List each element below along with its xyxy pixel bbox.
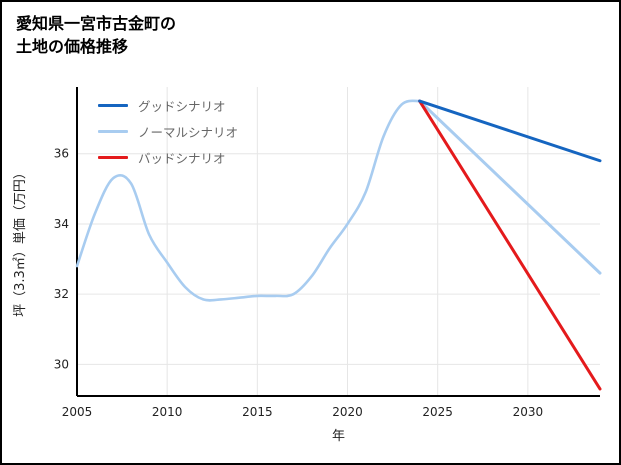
x-axis-label: 年 [332,429,345,444]
x-tick-label: 2010 [152,405,183,419]
bad-scenario-line [418,99,602,391]
y-tick-label: 34 [54,217,69,231]
legend-item-normal-scenario: ノーマルシナリオ [98,118,238,144]
chart-title-line-2: 土地の価格推移 [16,37,129,57]
historical-price-line [75,99,421,302]
y-axis-label: 坪（3.3㎡）単価（万円） [12,166,28,317]
legend-item-good-scenario: グッドシナリオ [98,92,238,118]
legend-item-bad-scenario: バッドシナリオ [98,144,238,170]
bad-scenario-line-swatch [98,155,128,159]
y-tick-label: 32 [54,287,69,301]
legend-label-bad-scenario: バッドシナリオ [138,150,226,166]
legend-label-good-scenario: グッドシナリオ [138,98,226,114]
good-scenario-line [418,99,602,163]
x-tick-label: 2025 [422,405,453,419]
normal-scenario-line [418,99,602,275]
x-tick-label: 2015 [242,405,273,419]
normal-scenario-line-swatch [98,129,128,133]
legend-label-normal-scenario: ノーマルシナリオ [138,124,239,140]
y-tick-label: 30 [54,357,69,371]
chart-title: 愛知県一宮市古金町の 土地の価格推移 [16,12,176,58]
chart-legend: グッドシナリオ ノーマルシナリオ バッドシナリオ [98,92,238,170]
chart-title-line-1: 愛知県一宮市古金町の [16,14,177,33]
x-tick-label: 2030 [513,405,544,419]
good-scenario-line-swatch [98,103,128,107]
y-tick-label: 36 [54,147,69,161]
x-tick-label: 2020 [332,405,363,419]
x-tick-label: 2005 [62,405,93,419]
